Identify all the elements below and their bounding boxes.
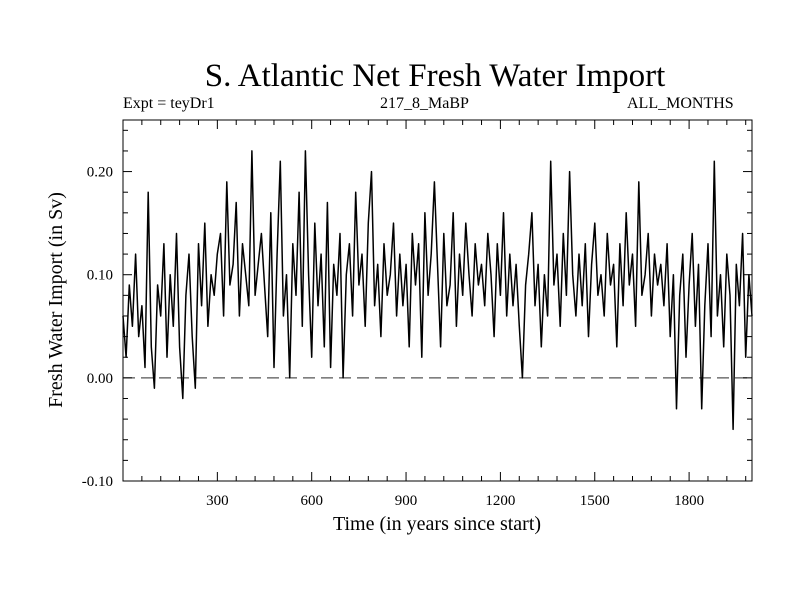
y-tick-label: -0.10 (82, 474, 113, 490)
chart-title: S. Atlantic Net Fresh Water Import (204, 58, 666, 94)
x-tick-label: 1200 (485, 493, 515, 509)
y-axis-label: Fresh Water Import (in Sv) (45, 192, 67, 408)
x-axis-label: Time (in years since start) (333, 513, 541, 535)
x-tick-label: 300 (206, 493, 229, 509)
plot-frame (122, 119, 753, 482)
x-tick-label: 1800 (674, 493, 704, 509)
months-label: ALL_MONTHS (627, 95, 734, 112)
x-tick-label: 900 (395, 493, 418, 509)
x-tick-label: 1500 (580, 493, 610, 509)
y-tick-label: 0.20 (87, 165, 113, 181)
fresh-water-series-line (122, 150, 753, 431)
period-label: 217_8_MaBP (380, 95, 469, 112)
x-tick-label: 600 (300, 493, 323, 509)
y-tick-label: 0.00 (87, 371, 113, 387)
experiment-label: Expt = teyDr1 (123, 95, 215, 112)
y-tick-label: 0.10 (87, 268, 113, 284)
